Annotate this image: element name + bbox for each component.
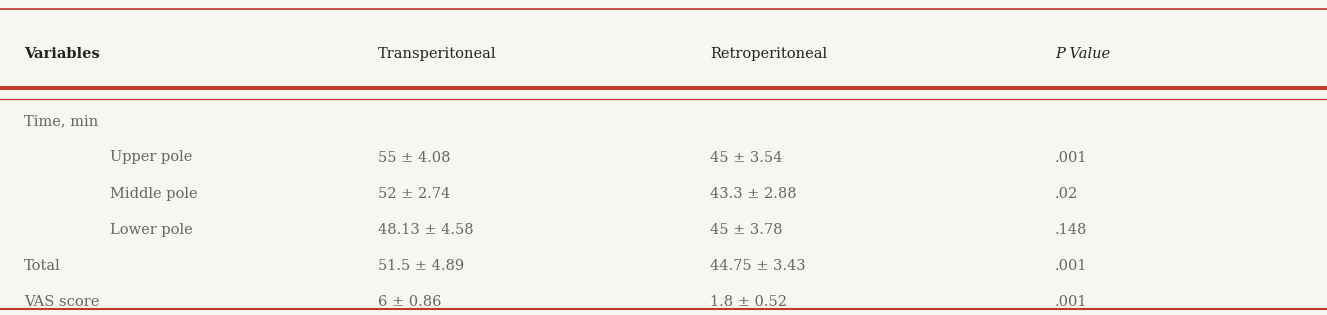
Text: VAS score: VAS score	[24, 295, 100, 309]
Text: .001: .001	[1055, 151, 1087, 164]
Text: .001: .001	[1055, 259, 1087, 273]
Text: 51.5 ± 4.89: 51.5 ± 4.89	[378, 259, 464, 273]
Text: 1.8 ± 0.52: 1.8 ± 0.52	[710, 295, 787, 309]
Text: 45 ± 3.54: 45 ± 3.54	[710, 151, 783, 164]
Text: 48.13 ± 4.58: 48.13 ± 4.58	[378, 223, 474, 237]
Text: Retroperitoneal: Retroperitoneal	[710, 47, 827, 60]
Text: Transperitoneal: Transperitoneal	[378, 47, 496, 60]
Text: Time, min: Time, min	[24, 114, 98, 128]
Text: .001: .001	[1055, 295, 1087, 309]
Text: P Value: P Value	[1055, 47, 1111, 60]
Text: Upper pole: Upper pole	[110, 151, 192, 164]
Text: Middle pole: Middle pole	[110, 187, 198, 201]
Text: 43.3 ± 2.88: 43.3 ± 2.88	[710, 187, 796, 201]
Text: .148: .148	[1055, 223, 1087, 237]
Text: .02: .02	[1055, 187, 1079, 201]
Text: 45 ± 3.78: 45 ± 3.78	[710, 223, 783, 237]
Text: 52 ± 2.74: 52 ± 2.74	[378, 187, 450, 201]
Text: Total: Total	[24, 259, 61, 273]
Text: Lower pole: Lower pole	[110, 223, 192, 237]
Text: Variables: Variables	[24, 47, 100, 60]
Text: 6 ± 0.86: 6 ± 0.86	[378, 295, 442, 309]
Text: 44.75 ± 3.43: 44.75 ± 3.43	[710, 259, 805, 273]
Text: 55 ± 4.08: 55 ± 4.08	[378, 151, 451, 164]
